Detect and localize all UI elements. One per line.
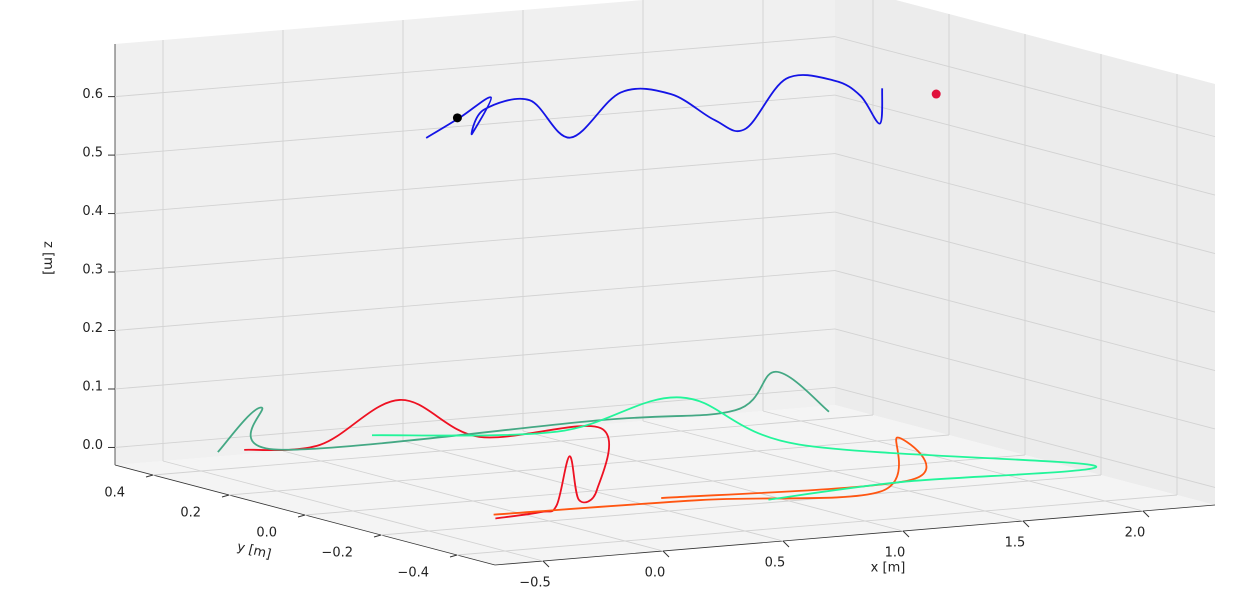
grid-line	[228, 434, 950, 496]
y-tick-label: 0.2	[180, 506, 201, 521]
grid-line	[114, 153, 836, 215]
x-tick	[662, 550, 670, 558]
y-tick-label: 0.0	[256, 526, 277, 541]
grid-line	[114, 387, 836, 448]
z-tick-label: 0.4	[82, 204, 103, 219]
x-tick-label: 1.5	[1005, 536, 1026, 551]
grid	[108, 0, 1216, 568]
grid-line	[834, 36, 1216, 138]
point	[931, 89, 941, 99]
y-tick	[145, 474, 154, 478]
z-tick-label: 0.1	[82, 379, 103, 394]
grid-line	[152, 414, 874, 476]
grid-line	[114, 270, 836, 331]
x-tick-label: 0.5	[765, 556, 786, 571]
x-tick	[542, 560, 550, 568]
z-tick-label: 0.5	[82, 146, 103, 161]
z-axis-label: z [m]	[41, 241, 56, 275]
trajectory	[217, 370, 830, 453]
grid-line	[380, 474, 1102, 536]
grid-line	[834, 94, 1216, 196]
y-tick-label: 0.4	[104, 486, 125, 501]
grid-line	[834, 328, 1216, 430]
y-tick	[449, 554, 458, 558]
grid-line	[456, 494, 1178, 556]
y-axis-label: y [m]	[235, 540, 272, 563]
panes	[115, 0, 1215, 565]
grid-line	[304, 454, 1026, 516]
x-tick	[1022, 520, 1030, 528]
grid-line	[114, 94, 836, 156]
y-tick-label: −0.2	[321, 546, 353, 561]
trajectory	[371, 396, 1098, 501]
z-tick-label: 0.6	[82, 87, 103, 102]
x-tick-label: 2.0	[1125, 526, 1146, 541]
grid-line	[114, 328, 836, 390]
grid-line	[834, 270, 1216, 371]
trajectory	[244, 399, 611, 520]
x-tick	[902, 530, 910, 538]
grid-line	[114, 211, 836, 273]
x-tick-label: −0.5	[519, 576, 551, 591]
y-tick	[297, 514, 306, 518]
x-tick-label: 1.0	[885, 546, 906, 561]
axis-line	[494, 504, 1216, 566]
grid-line	[114, 36, 836, 98]
marks: −0.5 0.0 0.5 1.0 1.5 2.0 −0.4 −0.2 0.0 0.2 0.4 0.0 0…	[82, 74, 1146, 591]
pane	[115, 0, 835, 465]
grid-line	[834, 153, 1216, 255]
x-tick-label: 0.0	[645, 566, 666, 581]
z-tick-label: 0.0	[82, 438, 103, 453]
trajectory	[425, 74, 884, 139]
y-tick	[373, 534, 382, 538]
z-tick-label: 0.3	[82, 263, 103, 278]
x-tick	[782, 540, 790, 548]
y-tick-label: −0.4	[397, 566, 429, 581]
grid-line	[834, 211, 1216, 313]
x-axis-label: x [m]	[871, 561, 906, 576]
grid-line	[834, 387, 1216, 488]
z-tick-label: 0.2	[82, 321, 103, 336]
x-tick	[1142, 510, 1150, 518]
y-tick	[221, 494, 230, 498]
point	[452, 113, 462, 123]
